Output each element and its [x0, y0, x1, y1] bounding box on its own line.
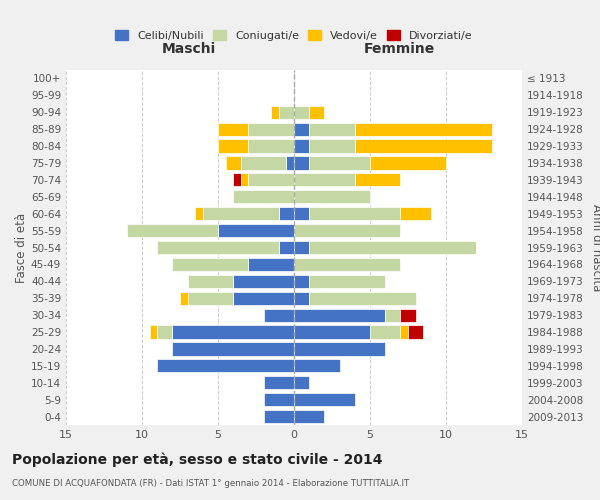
Bar	[279, 106, 294, 119]
Bar	[385, 308, 400, 322]
Bar	[263, 376, 294, 390]
Bar	[294, 207, 309, 220]
Bar	[233, 292, 294, 305]
Y-axis label: Fasce di età: Fasce di età	[15, 212, 28, 282]
Bar	[241, 156, 286, 170]
Bar	[294, 326, 370, 338]
Bar	[294, 393, 355, 406]
Text: Maschi: Maschi	[162, 42, 216, 56]
Bar	[309, 207, 400, 220]
Bar	[195, 207, 203, 220]
Bar	[233, 190, 294, 203]
Bar	[400, 326, 408, 338]
Bar	[157, 359, 294, 372]
Bar	[309, 156, 370, 170]
Text: COMUNE DI ACQUAFONDATA (FR) - Dati ISTAT 1° gennaio 2014 - Elaborazione TUTTITAL: COMUNE DI ACQUAFONDATA (FR) - Dati ISTAT…	[12, 479, 409, 488]
Bar	[248, 174, 294, 186]
Bar	[294, 106, 309, 119]
Bar	[248, 122, 294, 136]
Bar	[233, 174, 241, 186]
Bar	[172, 258, 248, 271]
Bar	[355, 140, 491, 152]
Bar	[370, 326, 400, 338]
Bar	[248, 258, 294, 271]
Bar	[180, 292, 188, 305]
Bar	[218, 224, 294, 237]
Bar	[294, 292, 309, 305]
Bar	[263, 308, 294, 322]
Bar	[294, 342, 385, 355]
Bar	[309, 274, 385, 288]
Bar	[294, 174, 355, 186]
Bar	[294, 308, 385, 322]
Bar	[149, 326, 157, 338]
Bar	[127, 224, 218, 237]
Bar	[279, 241, 294, 254]
Bar	[309, 241, 476, 254]
Bar	[172, 342, 294, 355]
Bar	[188, 292, 233, 305]
Bar	[172, 326, 294, 338]
Bar	[203, 207, 279, 220]
Bar	[294, 376, 309, 390]
Bar	[263, 393, 294, 406]
Bar	[226, 156, 241, 170]
Bar	[248, 140, 294, 152]
Bar	[355, 174, 400, 186]
Bar	[294, 122, 309, 136]
Bar	[294, 224, 400, 237]
Bar	[309, 140, 355, 152]
Bar	[408, 326, 423, 338]
Bar	[294, 274, 309, 288]
Bar	[218, 140, 248, 152]
Bar	[309, 292, 416, 305]
Bar	[309, 122, 355, 136]
Bar	[294, 140, 309, 152]
Bar	[294, 156, 309, 170]
Bar	[286, 156, 294, 170]
Bar	[400, 207, 431, 220]
Bar	[400, 308, 416, 322]
Bar	[294, 410, 325, 423]
Bar	[241, 174, 248, 186]
Bar	[157, 241, 279, 254]
Bar	[157, 326, 172, 338]
Bar	[218, 122, 248, 136]
Bar	[294, 258, 400, 271]
Bar	[294, 190, 370, 203]
Bar	[294, 241, 309, 254]
Bar	[263, 410, 294, 423]
Text: Femmine: Femmine	[363, 42, 434, 56]
Bar	[294, 359, 340, 372]
Bar	[355, 122, 491, 136]
Bar	[188, 274, 233, 288]
Bar	[233, 274, 294, 288]
Y-axis label: Anni di nascita: Anni di nascita	[590, 204, 600, 291]
Legend: Celibi/Nubili, Coniugati/e, Vedovi/e, Divorziati/e: Celibi/Nubili, Coniugati/e, Vedovi/e, Di…	[111, 26, 477, 46]
Bar	[279, 207, 294, 220]
Bar	[370, 156, 446, 170]
Text: Popolazione per età, sesso e stato civile - 2014: Popolazione per età, sesso e stato civil…	[12, 452, 383, 467]
Bar	[309, 106, 325, 119]
Bar	[271, 106, 279, 119]
